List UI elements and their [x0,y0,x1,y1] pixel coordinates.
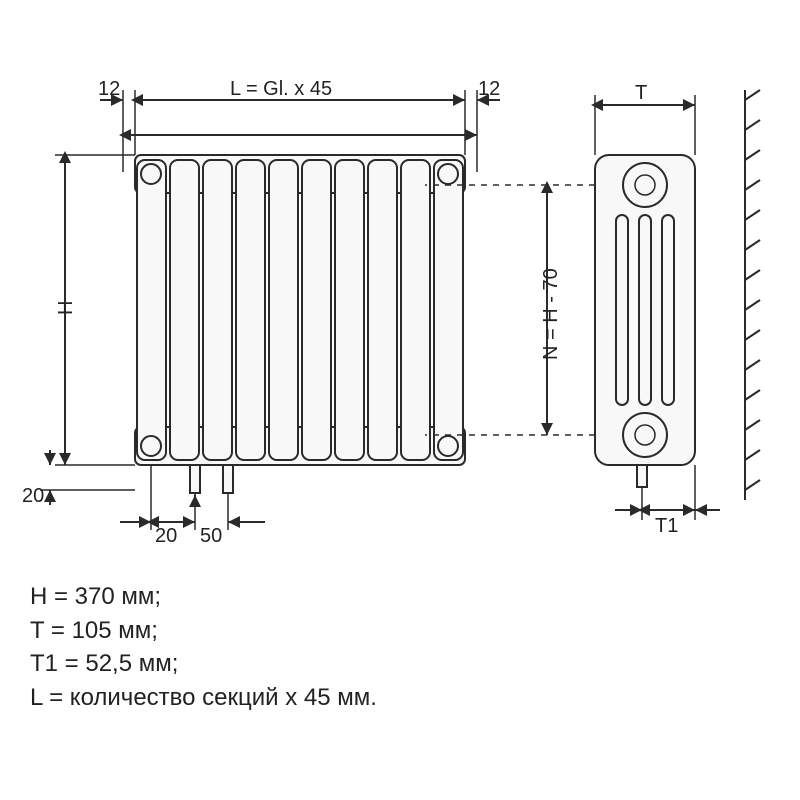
spec-list: H = 370 мм; T = 105 мм; T1 = 52,5 мм; L … [30,580,377,714]
dim-L-formula: L = Gl. x 45 [230,78,332,101]
wall-hatch [745,90,760,500]
dim-20-left: 20 [22,485,44,508]
spec-T1: T1 = 52,5 мм; [30,647,377,681]
technical-diagram: { "type": "technical-drawing", "dimensio… [0,0,800,800]
spec-H: H = 370 мм; [30,580,377,614]
spec-L: L = количество секций х 45 мм. [30,681,377,715]
dim-12-right: 12 [478,78,500,101]
radiator-columns [137,160,463,460]
dim-12-left: 12 [98,78,120,101]
dim-50-bottom: 50 [200,525,222,548]
spec-T: T = 105 мм; [30,614,377,648]
dim-T1: T1 [655,515,678,538]
dim-20-bottom: 20 [155,525,177,548]
dim-N: N = H - 70 [540,268,563,360]
dim-T: T [635,82,647,105]
dim-H: H [55,301,78,315]
